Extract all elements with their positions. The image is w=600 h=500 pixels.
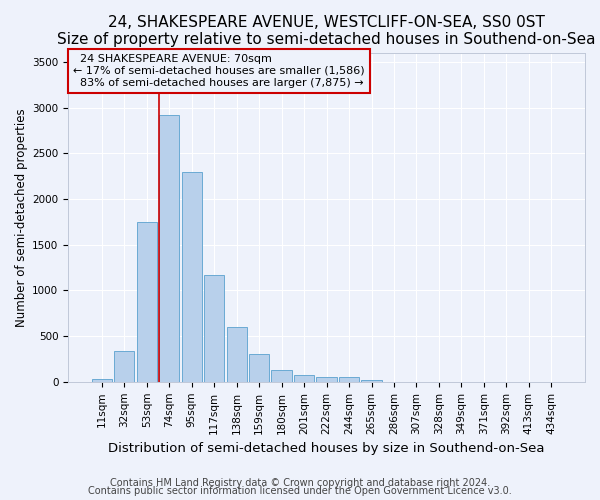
Bar — [271, 370, 292, 382]
X-axis label: Distribution of semi-detached houses by size in Southend-on-Sea: Distribution of semi-detached houses by … — [109, 442, 545, 455]
Bar — [227, 327, 247, 382]
Text: Contains public sector information licensed under the Open Government Licence v3: Contains public sector information licen… — [88, 486, 512, 496]
Bar — [361, 380, 382, 382]
Bar — [249, 354, 269, 382]
Bar — [159, 115, 179, 382]
Text: Contains HM Land Registry data © Crown copyright and database right 2024.: Contains HM Land Registry data © Crown c… — [110, 478, 490, 488]
Text: 24 SHAKESPEARE AVENUE: 70sqm
← 17% of semi-detached houses are smaller (1,586)
 : 24 SHAKESPEARE AVENUE: 70sqm ← 17% of se… — [73, 54, 365, 88]
Bar — [182, 172, 202, 382]
Title: 24, SHAKESPEARE AVENUE, WESTCLIFF-ON-SEA, SS0 0ST
Size of property relative to s: 24, SHAKESPEARE AVENUE, WESTCLIFF-ON-SEA… — [58, 15, 596, 48]
Bar — [114, 350, 134, 382]
Bar — [316, 377, 337, 382]
Bar — [339, 377, 359, 382]
Bar — [294, 376, 314, 382]
Bar — [204, 275, 224, 382]
Bar — [92, 379, 112, 382]
Y-axis label: Number of semi-detached properties: Number of semi-detached properties — [15, 108, 28, 326]
Bar — [137, 222, 157, 382]
